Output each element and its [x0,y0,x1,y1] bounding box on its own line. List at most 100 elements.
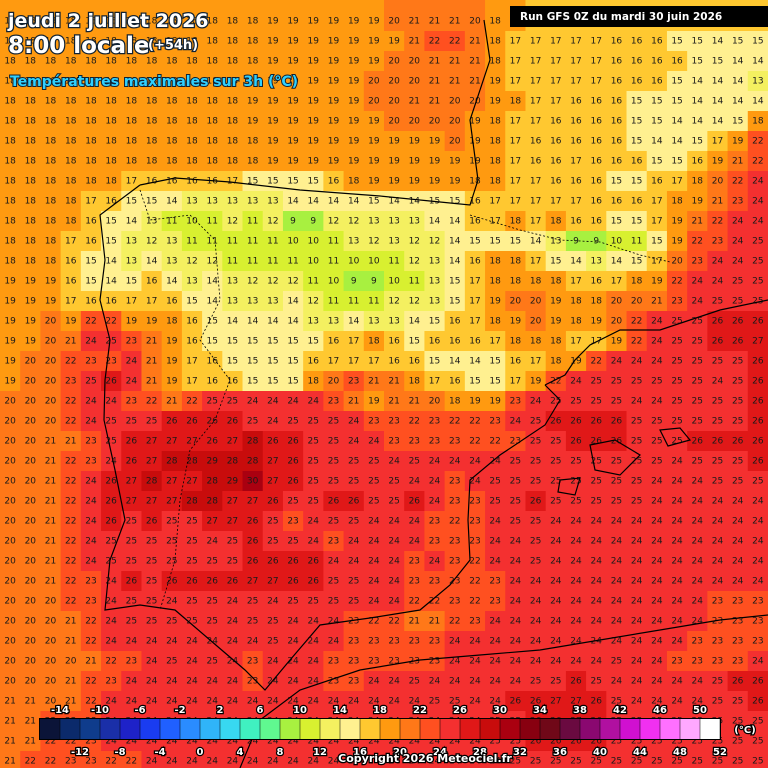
temperature-value: 16 [631,37,643,47]
temperature-value: 25 [126,597,137,607]
temperature-value: 25 [530,457,541,467]
temperature-cell [323,271,345,292]
temperature-value: 24 [388,677,400,687]
temperature-value: 17 [489,197,500,207]
temperature-value: 12 [368,237,379,247]
temperature-value: 24 [732,497,744,507]
temperature-cell [646,131,668,152]
temperature-value: 18 [227,17,239,27]
temperature-value: 19 [328,77,340,87]
temperature-value: 18 [227,37,239,47]
temperature-value: 15 [429,317,440,327]
temperature-value: 20 [631,297,643,307]
temperature-value: 16 [651,57,663,67]
temperature-value: 20 [45,677,57,687]
temperature-cell [384,211,405,232]
temperature-cell [323,231,345,252]
temperature-value: 26 [732,317,744,327]
temperature-value: 17 [530,117,541,127]
temperature-value: 23 [368,417,379,427]
temperature-value: 24 [368,597,380,607]
temperature-value: 24 [308,537,320,547]
temperature-value: 22 [469,417,480,427]
temperature-cell [343,51,365,72]
temperature-value: 17 [469,277,480,287]
temperature-cell [343,111,365,132]
temperature-value: 21 [146,357,157,367]
temperature-value: 18 [126,157,138,167]
temperature-cell [424,151,446,172]
temperature-value: 25 [671,757,682,767]
temperature-value: 19 [328,57,340,67]
temperature-cell [101,51,122,72]
temperature-value: 18 [186,157,198,167]
temperature-value: 22 [449,617,460,627]
temperature-value: 27 [166,437,177,447]
temperature-value: 26 [287,557,299,567]
temperature-value: 14 [267,317,279,327]
temperature-value: 9 [310,217,316,227]
temperature-value: 20 [4,417,16,427]
temperature-value: 23 [348,377,359,387]
temperature-cell [687,111,708,132]
temperature-value: 24 [388,577,400,587]
temperature-value: 24 [732,557,744,567]
temperature-value: 23 [348,617,359,627]
temperature-value: 25 [550,437,561,447]
temperature-value: 20 [4,477,16,487]
temperature-cell [181,91,203,112]
temperature-cell [202,151,223,172]
temperature-cell [404,31,425,52]
temperature-value: 24 [692,297,704,307]
temperature-value: 26 [348,497,360,507]
temperature-value: 19 [328,17,340,27]
temperature-cell [303,211,324,232]
temperature-value: 16 [590,137,602,147]
legend-label: 52 [713,747,727,758]
temperature-value: 18 [530,337,542,347]
temperature-value: 19 [611,337,623,347]
temperature-value: 25 [570,457,581,467]
temperature-value: 25 [590,377,601,387]
legend-swatch [40,719,60,739]
temperature-value: 16 [590,117,602,127]
temperature-value: 16 [590,97,602,107]
temperature-cell [424,211,446,232]
temperature-value: 19 [328,157,340,167]
temperature-cell [666,131,688,152]
temperature-cell [0,0,21,32]
temperature-value: 16 [550,137,562,147]
temperature-value: 17 [530,97,541,107]
temperature-value: 18 [348,177,360,187]
temperature-value: 14 [449,217,461,227]
temperature-cell [727,111,749,132]
temperature-value: 23 [692,257,703,267]
temperature-value: 20 [510,297,522,307]
legend-label: 26 [453,705,467,716]
temperature-value: 22 [65,497,76,507]
temperature-value: 16 [449,317,461,327]
legend-label: 46 [653,705,667,716]
temperature-value: 18 [206,157,218,167]
temperature-value: 20 [25,677,37,687]
temperature-cell [646,51,668,72]
temperature-value: 19 [348,37,360,47]
temperature-cell [363,171,385,192]
temperature-cell [606,271,628,292]
temperature-cell [747,131,768,152]
temperature-value: 16 [186,337,198,347]
temperature-cell [666,231,688,252]
temperature-value: 25 [611,397,622,407]
temperature-cell [202,31,223,52]
temperature-value: 19 [368,397,380,407]
temperature-value: 20 [611,317,623,327]
temperature-value: 22 [85,637,96,647]
temperature-value: 27 [126,477,137,487]
temperature-cell [363,51,385,72]
temperature-value: 19 [328,137,340,147]
temperature-cell [262,231,284,252]
temperature-value: 17 [570,77,581,87]
temperature-value: 24 [469,677,481,687]
temperature-value: 21 [449,57,460,67]
temperature-cell [565,251,587,272]
